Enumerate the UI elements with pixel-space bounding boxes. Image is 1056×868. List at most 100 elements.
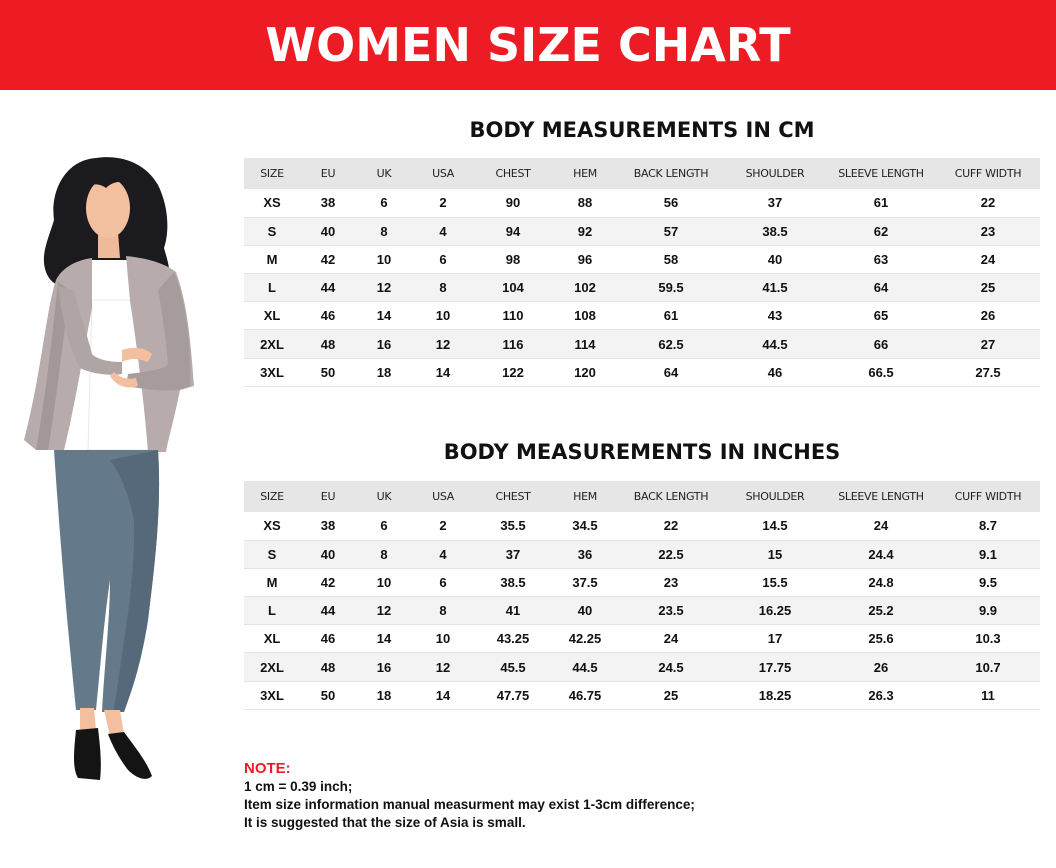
table-cell: 65 — [826, 301, 936, 331]
table-cell: 35.5 — [474, 512, 552, 541]
cm-size-table: SIZE EU UK USA CHEST HEM BACK LENGTH SHO… — [244, 158, 1040, 387]
table-cell: 104 — [474, 273, 552, 303]
table-cell: 46 — [724, 358, 826, 387]
table-cell: 14 — [356, 624, 412, 654]
column-header: EU — [300, 481, 356, 512]
table-cell: 24 — [936, 245, 1040, 275]
table-cell: 2 — [412, 189, 474, 218]
table-cell: 50 — [300, 358, 356, 387]
table-cell: 44 — [300, 273, 356, 303]
table-cell: 27 — [936, 329, 1040, 359]
table-cell: 24 — [618, 624, 724, 654]
table-cell: 37.5 — [552, 568, 618, 598]
table-cell: 24.8 — [826, 568, 936, 598]
table-cell: 18 — [356, 681, 412, 710]
table-cell: 40 — [552, 596, 618, 626]
column-header: CUFF WIDTH — [936, 481, 1040, 512]
table-cell: L — [244, 273, 300, 303]
table-row: XS 38 6 2 35.5 34.5 22 14.5 24 8.7 — [244, 512, 1040, 541]
table-cell: 6 — [412, 245, 474, 275]
table-cell: 23 — [936, 217, 1040, 246]
table-cell: 59.5 — [618, 273, 724, 303]
table-cell: 16 — [356, 329, 412, 359]
table-row: S 40 8 4 37 36 22.5 15 24.4 9.1 — [244, 540, 1040, 569]
table-cell: 11 — [936, 681, 1040, 710]
note-block: NOTE: 1 cm = 0.39 inch; Item size inform… — [244, 760, 1034, 832]
table-cell: 12 — [412, 329, 474, 359]
table-cell: 9.9 — [936, 596, 1040, 626]
table-cell: 38 — [300, 189, 356, 218]
table-cell: L — [244, 596, 300, 626]
table-header-row: SIZE EU UK USA CHEST HEM BACK LENGTH SHO… — [244, 158, 1040, 189]
table-cell: 43 — [724, 301, 826, 331]
table-cell: 56 — [618, 189, 724, 218]
table-cell: 2XL — [244, 329, 300, 359]
column-header: SHOULDER — [724, 481, 826, 512]
table-cell: 36 — [552, 540, 618, 569]
column-header: CHEST — [474, 158, 552, 189]
table-cell: 14 — [412, 358, 474, 387]
table-cell: 12 — [356, 273, 412, 303]
table-cell: XS — [244, 512, 300, 541]
table-cell: 22 — [936, 189, 1040, 218]
table-cell: 57 — [618, 217, 724, 246]
column-header: SLEEVE LENGTH — [826, 481, 936, 512]
table-cell: 38.5 — [474, 568, 552, 598]
table-cell: 47.75 — [474, 681, 552, 710]
table-cell: 22 — [618, 512, 724, 541]
table-cell: 116 — [474, 329, 552, 359]
table-cell: 34.5 — [552, 512, 618, 541]
table-row: XL 46 14 10 43.25 42.25 24 17 25.6 10.3 — [244, 624, 1040, 654]
column-header: USA — [412, 158, 474, 189]
table-cell: 44 — [300, 596, 356, 626]
table-cell: 44.5 — [552, 652, 618, 682]
table-cell: 102 — [552, 273, 618, 303]
table-cell: 22.5 — [618, 540, 724, 569]
column-header: BACK LENGTH — [618, 481, 724, 512]
inch-size-table: SIZE EU UK USA CHEST HEM BACK LENGTH SHO… — [244, 481, 1040, 710]
table-row: XL 46 14 10 110 108 61 43 65 26 — [244, 301, 1040, 331]
table-cell: 15 — [724, 540, 826, 569]
table-cell: 6 — [356, 512, 412, 541]
table-cell: 14.5 — [724, 512, 826, 541]
table-row: 3XL 50 18 14 122 120 64 46 66.5 27.5 — [244, 358, 1040, 387]
table-cell: 42 — [300, 245, 356, 275]
table-cell: 122 — [474, 358, 552, 387]
table-cell: 42.25 — [552, 624, 618, 654]
table-cell: 110 — [474, 301, 552, 331]
table-cell: 2XL — [244, 652, 300, 682]
table-cell: 18.25 — [724, 681, 826, 710]
table-cell: M — [244, 568, 300, 598]
table-cell: 40 — [724, 245, 826, 275]
column-header: SIZE — [244, 481, 300, 512]
table-cell: 24.5 — [618, 652, 724, 682]
table-cell: XS — [244, 189, 300, 218]
cm-table-title: BODY MEASUREMENTS IN CM — [469, 118, 815, 142]
table-cell: 61 — [826, 189, 936, 218]
table-cell: XL — [244, 624, 300, 654]
table-cell: 26 — [936, 301, 1040, 331]
column-header: SIZE — [244, 158, 300, 189]
title-banner: WOMEN SIZE CHART — [0, 0, 1056, 90]
table-row: 2XL 48 16 12 45.5 44.5 24.5 17.75 26 10.… — [244, 652, 1040, 682]
table-cell: 26.3 — [826, 681, 936, 710]
table-cell: 108 — [552, 301, 618, 331]
table-cell: 3XL — [244, 681, 300, 710]
table-cell: 26 — [826, 652, 936, 682]
woman-figure-icon — [24, 157, 194, 780]
table-cell: 42 — [300, 568, 356, 598]
column-header: SLEEVE LENGTH — [826, 158, 936, 189]
note-title: NOTE: — [244, 760, 291, 777]
table-cell: 114 — [552, 329, 618, 359]
table-cell: 61 — [618, 301, 724, 331]
table-row: XS 38 6 2 90 88 56 37 61 22 — [244, 189, 1040, 218]
table-cell: 45.5 — [474, 652, 552, 682]
table-cell: 41 — [474, 596, 552, 626]
table-cell: S — [244, 217, 300, 246]
table-cell: 6 — [412, 568, 474, 598]
note-line: 1 cm = 0.39 inch; — [244, 779, 353, 794]
table-cell: 46 — [300, 624, 356, 654]
table-cell: 12 — [356, 596, 412, 626]
table-cell: 8 — [412, 273, 474, 303]
table-cell: 4 — [412, 540, 474, 569]
